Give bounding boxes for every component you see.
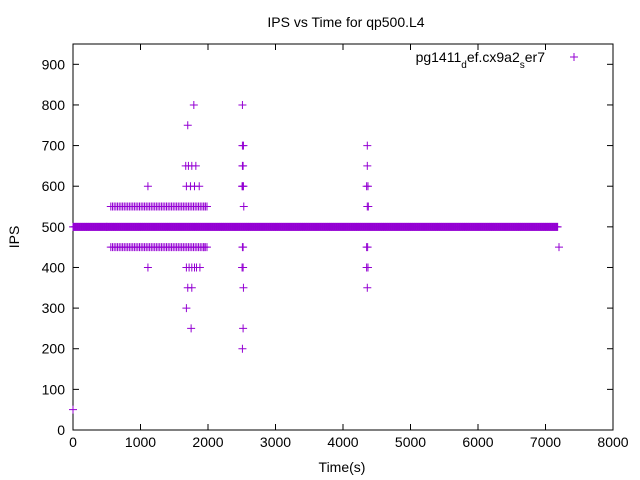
y-tick-label: 100 — [42, 381, 66, 397]
y-tick-label: 200 — [42, 341, 66, 357]
data-point — [239, 141, 248, 150]
data-point — [239, 283, 248, 292]
data-points — [69, 100, 563, 414]
data-point — [191, 161, 200, 170]
legend: pg1411def.cx9a2ser7 — [416, 49, 578, 71]
data-point — [183, 121, 192, 130]
x-tick-label: 2000 — [192, 434, 223, 450]
data-point — [363, 141, 372, 150]
legend-label: pg1411def.cx9a2ser7 — [416, 49, 546, 71]
data-point — [363, 243, 372, 252]
y-tick-label: 600 — [42, 178, 66, 194]
data-point — [239, 182, 248, 191]
x-tick-label: 7000 — [530, 434, 561, 450]
data-point — [238, 100, 247, 109]
y-tick-label: 0 — [57, 422, 65, 438]
data-point — [143, 263, 152, 272]
data-point — [363, 182, 372, 191]
data-point — [363, 161, 372, 170]
data-point — [195, 263, 204, 272]
data-point — [143, 182, 152, 191]
data-point — [189, 100, 198, 109]
data-point — [239, 263, 248, 272]
x-tick-label: 1000 — [125, 434, 156, 450]
data-point — [363, 283, 372, 292]
y-tick-label: 300 — [42, 300, 66, 316]
x-axis-title: Time(s) — [319, 459, 366, 475]
data-point — [239, 202, 248, 211]
data-point — [201, 202, 210, 211]
data-point — [238, 344, 247, 353]
data-point — [69, 405, 77, 414]
data-point — [195, 182, 204, 191]
data-point — [239, 243, 248, 252]
y-tick-label: 400 — [42, 259, 66, 275]
y-tick-label: 700 — [42, 138, 66, 154]
data-point — [363, 263, 372, 272]
y-axis-ticks: 0 100 200 300 400 500 600 700 800 900 — [42, 56, 613, 438]
x-axis-ticks: 0 1000 2000 3000 4000 5000 6000 7000 8000 — [69, 44, 629, 450]
y-axis-title: IPS — [6, 226, 22, 249]
data-point — [239, 161, 248, 170]
data-point — [187, 324, 196, 333]
legend-marker — [570, 53, 578, 61]
y-tick-label: 900 — [42, 56, 66, 72]
data-point — [182, 304, 191, 313]
data-point — [553, 222, 562, 231]
x-tick-label: 4000 — [327, 434, 358, 450]
data-point — [364, 202, 373, 211]
x-tick-label: 6000 — [462, 434, 493, 450]
x-tick-label: 8000 — [597, 434, 628, 450]
x-tick-label: 3000 — [260, 434, 291, 450]
data-point — [187, 283, 196, 292]
chart-title: IPS vs Time for qp500.L4 — [267, 14, 424, 30]
data-point — [102, 222, 111, 231]
data-point — [199, 243, 208, 252]
y-tick-label: 500 — [42, 219, 66, 235]
x-tick-label: 5000 — [395, 434, 426, 450]
y-tick-label: 800 — [42, 97, 66, 113]
data-point — [239, 324, 248, 333]
data-point — [555, 243, 563, 252]
x-tick-label: 0 — [69, 434, 77, 450]
